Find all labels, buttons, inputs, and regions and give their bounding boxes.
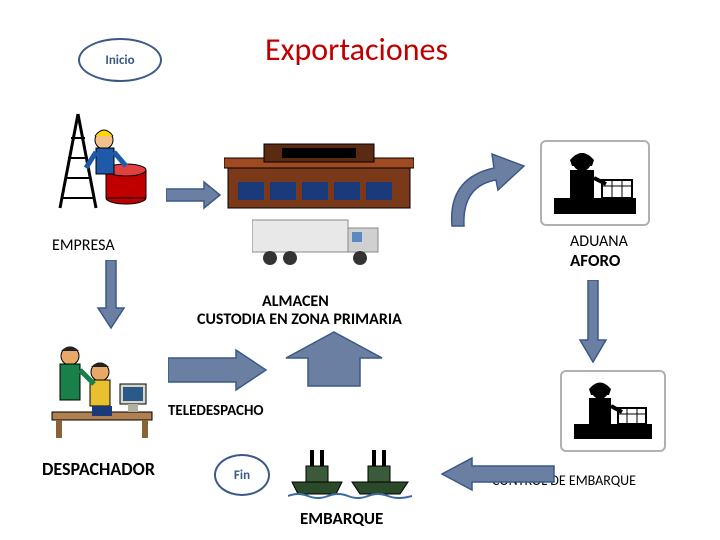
almacen-label-2: CUSTODIA EN ZONA PRIMARIA <box>197 310 402 329</box>
ships-icon <box>288 438 412 500</box>
despachador-label: DESPACHADOR <box>42 458 155 480</box>
truck-icon <box>252 214 392 266</box>
aduana-label: ADUANA <box>570 232 628 251</box>
fin-node: Fin <box>214 454 270 496</box>
fin-label: Fin <box>234 468 250 483</box>
arrow-almacen-up <box>282 330 386 390</box>
aforo-label: AFORO <box>570 250 620 271</box>
inicio-node: Inicio <box>78 38 162 82</box>
inicio-label: Inicio <box>105 53 134 68</box>
arrow-tele-right <box>168 348 270 392</box>
building-icon <box>224 142 414 212</box>
despachador-icon <box>42 334 162 442</box>
aduana-bottom-icon <box>560 370 666 452</box>
arrow-building-to-aduana <box>438 148 530 232</box>
embarque-label: EMBARQUE <box>300 508 383 529</box>
arrow-empresa-down <box>96 260 126 330</box>
empresa-label: EMPRESA <box>52 236 115 255</box>
empresa-icon <box>48 108 158 218</box>
arrow-control-left <box>438 456 556 492</box>
arrow-to-almacen <box>166 180 222 210</box>
teledespacho-label: TELEDESPACHO <box>168 402 264 420</box>
almacen-label-1: ALMACEN <box>262 292 329 311</box>
arrow-aduana-down <box>578 280 608 364</box>
page-title: Exportaciones <box>265 30 448 69</box>
aduana-top-icon <box>540 140 650 226</box>
